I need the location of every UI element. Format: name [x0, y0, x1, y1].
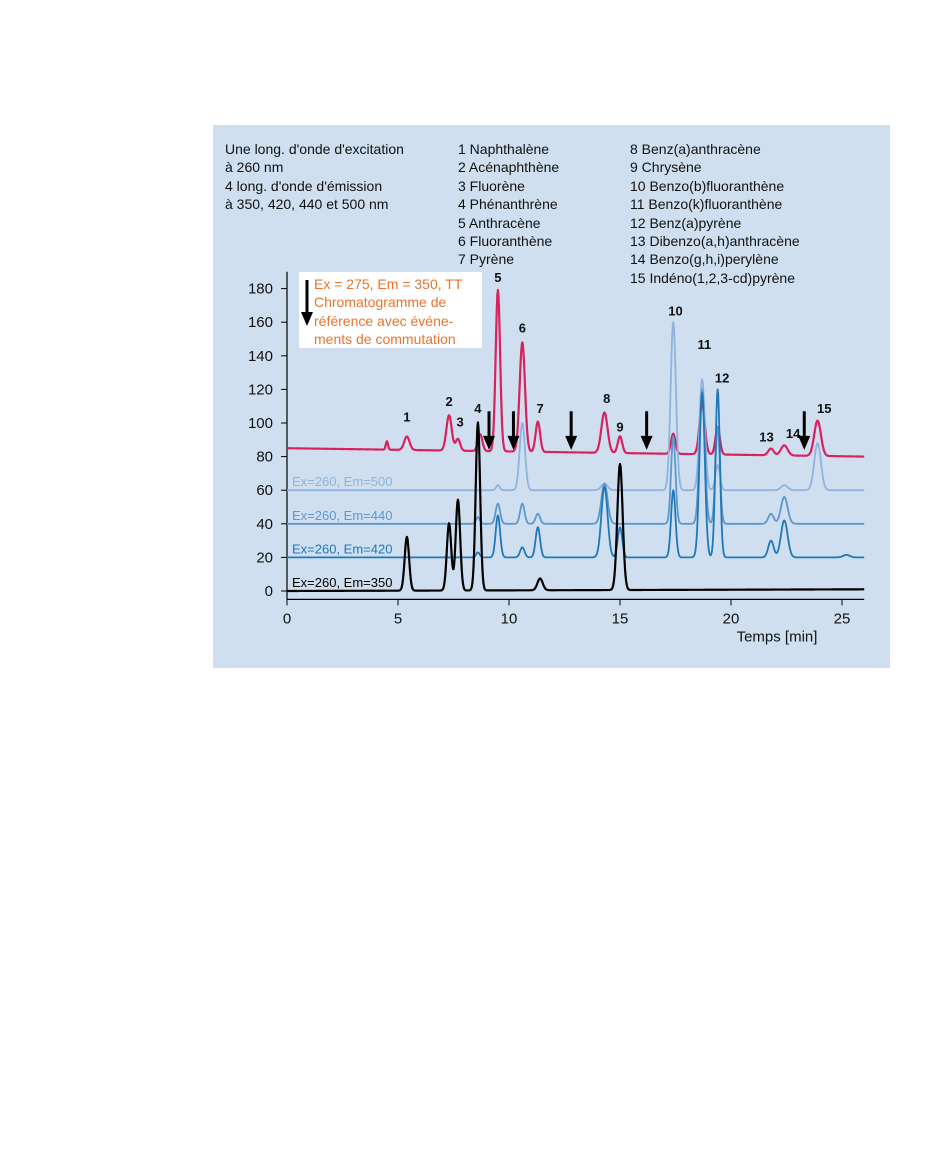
- peak-number-label: 8: [603, 391, 610, 406]
- compound-item: 11 Benzo(k)fluoranthène: [630, 196, 783, 213]
- peak-number-label: 3: [457, 414, 464, 429]
- excitation-note-line: à 260 nm: [225, 159, 284, 176]
- chromatogram-figure: 0 20 40 60 80 100 120 140 160 180 0 5 10 15 20 25 Temps …: [213, 125, 890, 668]
- peak-number-label: 4: [474, 401, 482, 416]
- excitation-note-line: à 350, 420, 440 et 500 nm: [225, 196, 389, 213]
- trace-line: [286, 421, 865, 593]
- switch-event-arrowhead-icon: [483, 435, 496, 450]
- reference-note-line: Chromatogramme de: [314, 294, 447, 311]
- reference-note-line: référence avec événe-: [314, 312, 454, 329]
- switch-event-arrowhead-icon: [798, 435, 811, 450]
- peak-number-label: 10: [668, 303, 682, 318]
- peak-number-label: 13: [759, 429, 773, 444]
- excitation-note-line: Une long. d'onde d'excitation: [225, 141, 404, 157]
- compound-item: 2 Acénaphthène: [458, 159, 560, 176]
- y-tick-label: 140: [248, 348, 273, 365]
- switch-event-arrowhead-icon: [507, 435, 520, 450]
- switch-event-arrowhead-icon: [565, 435, 578, 450]
- peak-number-label: 5: [494, 270, 501, 285]
- trace-label: Ex=260, Em=420: [292, 541, 392, 556]
- x-tick-label: 5: [394, 610, 402, 627]
- reference-note-box: Ex = 275, Em = 350, TT Chromatogramme de…: [299, 272, 482, 348]
- compound-item: 5 Anthracène: [458, 214, 541, 231]
- y-tick-label: 180: [248, 281, 273, 298]
- x-tick-label: 25: [834, 610, 851, 627]
- compound-list-1: 1 Naphthalène 2 Acénaphthène 3 Fluorène …: [458, 140, 559, 269]
- x-tick-label: 10: [501, 610, 518, 627]
- trace-label: Ex=260, Em=500: [292, 474, 392, 489]
- y-tick-label: 120: [248, 381, 273, 398]
- y-tick-label: 160: [248, 314, 273, 331]
- switch-event-arrowhead-icon: [640, 435, 653, 450]
- y-tick-label: 0: [265, 583, 273, 600]
- compound-item: 9 Chrysène: [630, 159, 702, 176]
- peak-number-label: 6: [519, 320, 526, 335]
- compound-item: 3 Fluorène: [458, 177, 525, 194]
- compound-item: 13 Dibenzo(a,h)anthracène: [630, 233, 800, 250]
- compound-item: 7 Pyrène: [458, 251, 515, 268]
- compound-item: 1 Naphthalène: [458, 141, 550, 157]
- peak-number-label: 9: [616, 419, 623, 434]
- trace-line: [286, 288, 865, 458]
- compound-item: 6 Fluoranthène: [458, 233, 553, 250]
- peak-number-label: 7: [536, 401, 543, 416]
- y-tick-label: 20: [256, 549, 273, 566]
- excitation-note-line: 4 long. d'onde d'émission: [225, 177, 383, 194]
- y-tick-label: 100: [248, 415, 273, 432]
- reference-note-line: Ex = 275, Em = 350, TT: [314, 276, 463, 292]
- reference-note-line: ments de commutation: [314, 331, 456, 348]
- trace-line: [286, 321, 865, 492]
- x-axis-label: Temps [min]: [737, 628, 818, 645]
- trace-label: Ex=260, Em=350: [292, 575, 392, 590]
- trace-label: Ex=260, Em=440: [292, 508, 392, 523]
- trace-line: [286, 388, 865, 525]
- switch-event-arrow-icon: [301, 280, 313, 326]
- x-tick-label: 15: [612, 610, 629, 627]
- excitation-note: Une long. d'onde d'excitation à 260 nm 4…: [225, 140, 404, 214]
- x-tick-label: 20: [723, 610, 740, 627]
- y-tick-label: 40: [256, 516, 273, 533]
- compound-list-2: 8 Benz(a)anthracène 9 Chrysène 10 Benzo(…: [630, 140, 800, 287]
- x-tick-label: 0: [283, 610, 291, 627]
- compound-item: 15 Indéno(1,2,3-cd)pyrène: [630, 269, 795, 286]
- y-tick-label: 80: [256, 449, 273, 466]
- peak-number-label: 14: [786, 426, 801, 441]
- peak-number-label: 11: [697, 337, 711, 352]
- y-tick-label: 60: [256, 482, 273, 499]
- peak-number-label: 2: [445, 394, 452, 409]
- compound-item: 10 Benzo(b)fluoranthène: [630, 177, 785, 194]
- peak-number-label: 1: [403, 409, 410, 424]
- compound-item: 8 Benz(a)anthracène: [630, 141, 761, 157]
- peak-number-label: 12: [715, 371, 729, 386]
- compound-item: 14 Benzo(g,h,i)perylène: [630, 251, 779, 268]
- compound-item: 4 Phénanthrène: [458, 196, 558, 213]
- compound-item: 12 Benz(a)pyrène: [630, 214, 742, 231]
- peak-number-label: 15: [817, 401, 831, 416]
- trace-line: [286, 388, 865, 559]
